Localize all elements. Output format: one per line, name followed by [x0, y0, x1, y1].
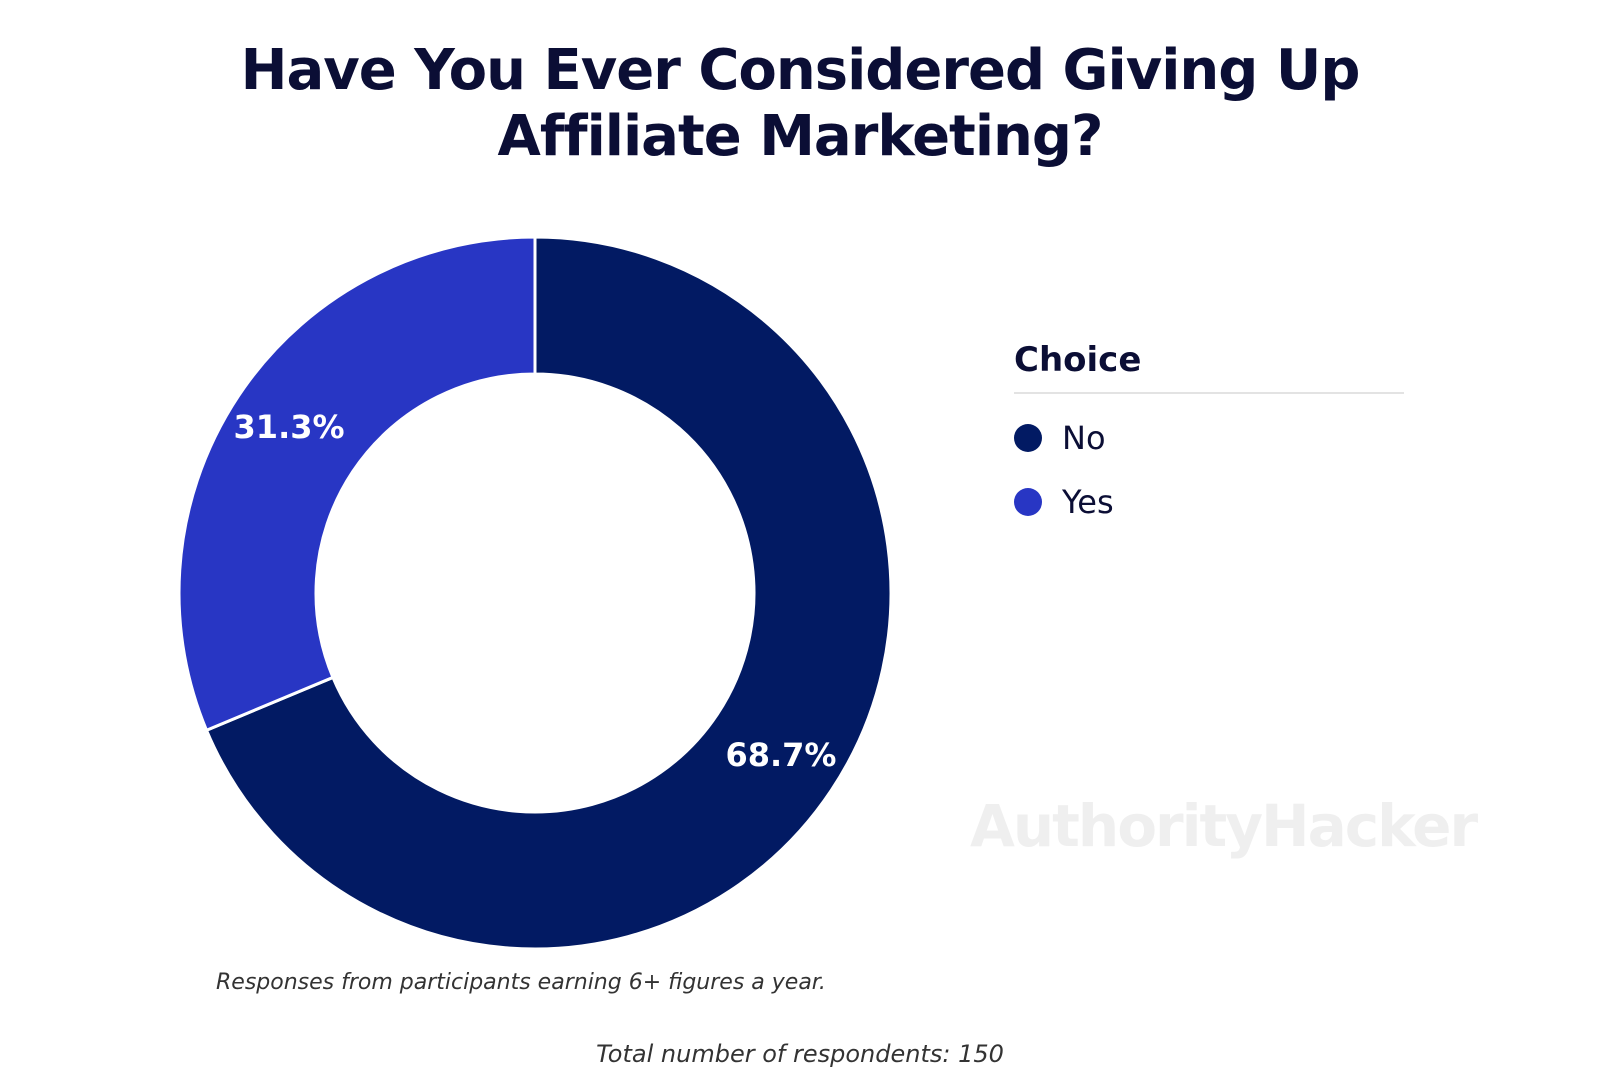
legend-item-yes: Yes	[1014, 482, 1404, 522]
chart-title-line-2: Affiliate Marketing?	[497, 104, 1104, 169]
legend-label-no: No	[1062, 419, 1106, 457]
data-label-yes: 31.3%	[234, 408, 345, 446]
donut-slice-yes	[177, 235, 537, 733]
donut-slice-no	[204, 235, 893, 951]
legend-item-no: No	[1014, 418, 1404, 458]
chart-title-line-1: Have You Ever Considered Giving Up	[240, 38, 1361, 103]
footnote: Responses from participants earning 6+ f…	[216, 970, 826, 995]
chart-title: Have You Ever Considered Giving Up Affil…	[0, 38, 1600, 170]
legend-label-yes: Yes	[1062, 483, 1114, 521]
watermark-logo: AuthorityHacker	[970, 792, 1478, 860]
legend: Choice No Yes	[1014, 340, 1404, 522]
data-label-no: 68.7%	[725, 736, 836, 774]
respondent-total: Total number of respondents: 150	[596, 1040, 1004, 1068]
legend-swatch-yes	[1014, 488, 1042, 516]
legend-title: Choice	[1014, 340, 1404, 394]
legend-swatch-no	[1014, 424, 1042, 452]
